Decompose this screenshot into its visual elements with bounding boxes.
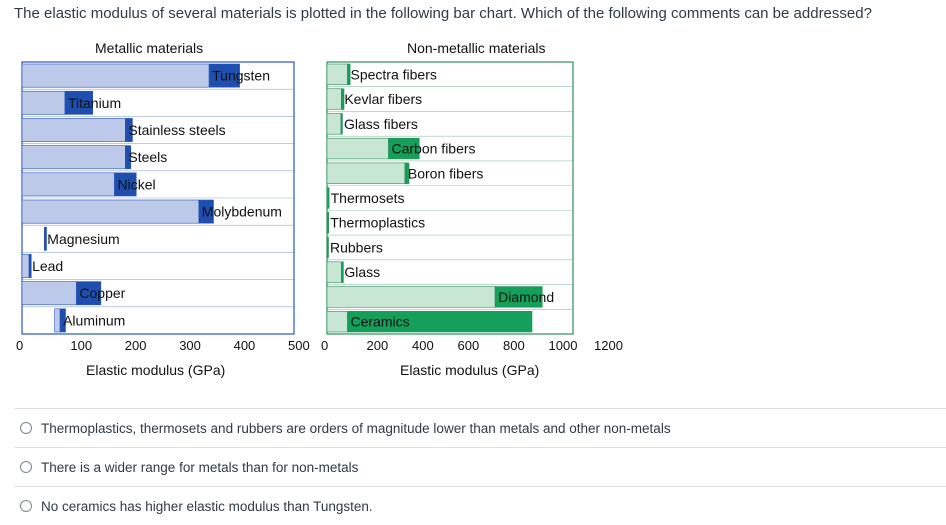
metal-bar-high: [59, 308, 66, 333]
radio-button[interactable]: [20, 500, 32, 512]
question-text: The elastic modulus of several materials…: [14, 5, 872, 22]
nonmetal-bar-range: [326, 286, 496, 308]
metal-bar-high: [114, 172, 137, 197]
nonmetal-bar-label: Boron fibers: [408, 165, 483, 181]
metal-tick-label: 300: [179, 338, 201, 353]
metal-tick-label: 500: [288, 338, 310, 353]
metal-bar-label: Lead: [32, 258, 63, 274]
nonmetal-bar-high: [388, 137, 420, 160]
metal-bar-range: [21, 145, 126, 170]
metal-bar-label: Copper: [79, 285, 125, 301]
nonmetal-bar-label: Glass: [344, 264, 380, 280]
nonmetal-bar-high: [341, 261, 344, 283]
nonmetal-bar-high: [494, 286, 543, 308]
nonmetal-bar-high: [340, 113, 343, 135]
nonmetal-tick-label: 1200: [594, 338, 623, 353]
answer-text: Thermoplastics, thermosets and rubbers a…: [41, 420, 671, 436]
metal-bar-range: [21, 199, 200, 224]
metal-bar-label: Aluminum: [63, 312, 125, 328]
nonmetal-bar-label: Thermosets: [331, 190, 405, 206]
nonmetal-bar-label: Glass fibers: [344, 116, 418, 132]
nonmetal-bar-range: [326, 162, 406, 184]
metal-bar-label: Magnesium: [47, 231, 119, 247]
metal-bar-range: [21, 254, 30, 278]
nonmetal-bar-range: [326, 113, 342, 135]
metal-bar-high: [44, 226, 47, 251]
metal-tick-label: 200: [124, 338, 147, 353]
metal-tick-label: 100: [70, 338, 93, 353]
nonmetal-bar-label: Rubbers: [330, 239, 383, 255]
nonmetal-bar-high: [326, 212, 330, 234]
answer-option[interactable]: Thermoplastics, thermosets and rubbers a…: [14, 408, 946, 447]
nonmetal-plot-frame: [326, 61, 574, 335]
nonmetal-tick-label: 1000: [548, 338, 578, 353]
nonmetal-bar-range: [326, 137, 389, 160]
nonmetal-bar-high: [341, 88, 345, 110]
metal-bar-high: [76, 281, 102, 306]
nonmetal-bar-range: [326, 187, 328, 209]
metal-bar-range: [21, 281, 77, 306]
metal-bar-label: Steels: [128, 149, 167, 165]
metal-bar-high: [208, 63, 240, 88]
metal-bar-high: [64, 90, 94, 115]
nonmetal-bar-high: [327, 187, 330, 209]
metal-plot-frame: [21, 61, 295, 335]
metal-bar-label: Tungsten: [212, 68, 270, 84]
nonmetal-bar-high: [347, 310, 533, 333]
metal-tick-label: 400: [233, 338, 256, 353]
metal-tick-label: 0: [16, 338, 24, 353]
nonmetal-bar-label: Spectra fibers: [351, 66, 437, 82]
metal-bar-high: [125, 118, 133, 142]
answer-text: No ceramics has higher elastic modulus t…: [41, 498, 373, 514]
answer-option[interactable]: There is a wider range for metals than f…: [14, 447, 946, 486]
radio-button[interactable]: [20, 422, 32, 434]
radio-button[interactable]: [20, 461, 32, 473]
metal-bar-label: Titanium: [68, 95, 121, 111]
metal-bar-range: [54, 308, 61, 333]
nonmetal-chart-title: Non-metallic materials: [407, 40, 546, 56]
nonmetal-bar-high: [347, 63, 351, 86]
nonmetal-tick-label: 800: [503, 338, 525, 353]
metal-x-axis-label: Elastic modulus (GPa): [86, 362, 226, 378]
nonmetal-bar-range: [326, 88, 342, 110]
nonmetal-bar-label: Ceramics: [351, 314, 410, 330]
nonmetal-bar-label: Diamond: [498, 289, 554, 305]
nonmetal-tick-label: 400: [412, 338, 434, 353]
nonmetal-tick-label: 600: [457, 338, 480, 353]
metal-bar-label: Molybdenum: [202, 204, 282, 220]
metal-bar-range: [21, 118, 126, 142]
nonmetal-tick-label: 200: [366, 338, 389, 353]
nonmetal-bar-range: [326, 261, 342, 283]
metal-bar-range: [21, 63, 210, 88]
metal-bar-high: [198, 199, 214, 224]
nonmetal-bar-label: Carbon fibers: [392, 141, 476, 157]
nonmetal-bar-range: [326, 310, 348, 333]
metal-bar-range: [21, 172, 115, 197]
nonmetal-x-axis-label: Elastic modulus (GPa): [400, 362, 540, 378]
metal-bar-high: [28, 254, 32, 278]
nonmetal-bar-high: [404, 162, 410, 184]
metal-bar-high: [125, 145, 132, 170]
answer-option[interactable]: No ceramics has higher elastic modulus t…: [14, 486, 946, 525]
nonmetal-bar-label: Thermoplastics: [330, 215, 425, 231]
metal-chart-title: Metallic materials: [95, 40, 204, 56]
metal-bar-label: Stainless steels: [128, 122, 225, 138]
metal-bar-label: Nickel: [117, 176, 155, 192]
nonmetal-bar-label: Kevlar fibers: [344, 91, 422, 107]
answer-text: There is a wider range for metals than f…: [41, 459, 359, 475]
metal-bar-range: [21, 90, 66, 115]
nonmetal-bar-range: [326, 63, 348, 86]
nonmetal-bar-high: [326, 236, 329, 259]
answer-options: Thermoplastics, thermosets and rubbers a…: [14, 408, 946, 525]
nonmetal-tick-label: 0: [321, 338, 329, 353]
